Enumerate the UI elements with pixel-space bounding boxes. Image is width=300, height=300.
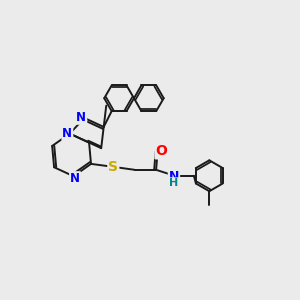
Text: H: H bbox=[169, 178, 178, 188]
Text: N: N bbox=[62, 127, 72, 140]
Text: N: N bbox=[76, 111, 86, 124]
Text: N: N bbox=[70, 172, 80, 185]
Text: O: O bbox=[155, 144, 167, 158]
Text: N: N bbox=[169, 169, 179, 183]
Text: S: S bbox=[108, 160, 118, 174]
